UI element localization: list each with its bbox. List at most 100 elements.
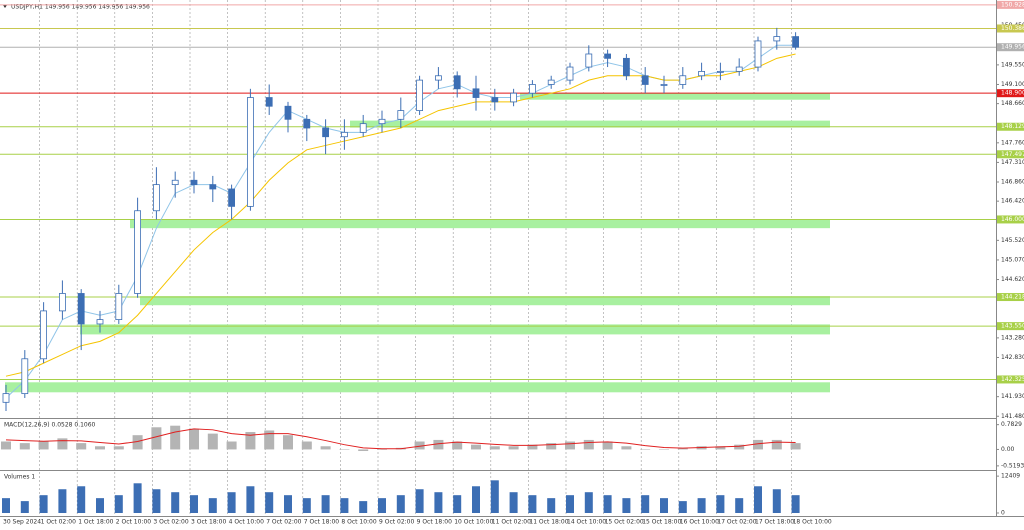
level-label-box [997,24,1024,33]
y-tick-label: 143.280 [1001,334,1024,341]
volume-bar [697,498,706,513]
macd-signal [5,428,796,450]
x-tick-label: 11 Oct 02:00 [492,519,531,526]
macd-bar [565,441,575,450]
macd-bar [1,441,11,450]
zone [130,219,830,229]
macd-bar [452,441,463,450]
zone [80,324,830,335]
x-tick-label: 11 Oct 18:00 [529,519,568,526]
candle-body [59,293,66,312]
macd-bar [659,449,669,450]
candle-body [359,123,367,133]
x-tick-label: 1 Oct 18:00 [78,519,113,526]
candle-body [792,36,799,48]
candle-body [529,84,536,94]
macd-bar [283,435,293,450]
candle-body [209,184,217,190]
volume-bar [434,492,443,513]
level-label: 150.386 [1001,25,1024,32]
y-tick-label: 141.480 [1001,413,1024,420]
x-tick-label: 1 Oct 02:00 [41,519,76,526]
volume-label: Volumes 1 [4,474,35,481]
candle-body [717,71,724,73]
zone [520,93,830,100]
title-arrow[interactable] [3,5,7,8]
candle-body [660,84,668,86]
candle-body [416,79,424,111]
macd-bar [245,432,256,450]
y-tick-label: -0.5193 [1001,462,1024,469]
macd-bar [19,443,30,450]
volume-bar [340,498,349,513]
volume-bar [39,495,48,513]
y-tick-label: 145.070 [1001,256,1024,263]
volume-bar [152,489,161,513]
candle-body [397,110,405,120]
candle-body [378,118,386,125]
x-tick-label: 4 Oct 10:00 [229,519,264,526]
volume-bar [490,480,499,513]
x-tick-label: 17 Oct 02:00 [717,519,756,526]
volume-bar [396,495,405,513]
macd-bar [170,425,181,450]
volume-bar [641,495,650,513]
level-label-box [997,0,1024,9]
macd-bar [602,441,613,450]
level-label-box [997,375,1024,384]
macd-bar [527,444,538,450]
y-tick-label: 145.520 [1001,237,1024,244]
volume-bar [735,498,744,513]
macd-bar [640,449,651,450]
candle-body [115,293,123,320]
volume-bar [227,492,236,513]
candle-body [190,179,198,186]
chart-title: USDJPY,H1 149.956 149.956 149.956 149.95… [11,4,150,11]
y-tick-label: 12409 [1001,473,1020,480]
volume-bar [415,489,424,513]
volume-bar [20,501,29,513]
candle-body [754,40,762,68]
candle-body [21,358,29,395]
macd-bar [414,441,425,450]
macd-bar [583,439,594,450]
volume-bar [547,498,556,513]
volume-bar [359,501,368,513]
volume-bar [678,501,687,513]
level-label: 149.956 [1001,44,1024,51]
x-tick-label: 7 Oct 02:00 [266,519,301,526]
candle-body [77,293,85,325]
level-label: 150.928 [1001,1,1024,8]
candle-body [40,310,47,360]
macd-bar [301,441,312,450]
macd-bar [95,446,105,450]
volume-bar [190,495,198,513]
macd-bar [57,438,68,450]
candle-body [453,75,461,90]
level-label-box [997,89,1024,98]
volume-bar [77,486,86,513]
candle-body [604,53,611,59]
level-label: 142.325 [1001,376,1024,383]
candle-body [623,57,630,77]
candle-body [547,79,555,85]
candle-body [566,66,574,81]
x-tick-label: 9 Oct 18:00 [417,519,452,526]
y-tick-label: 147.310 [1001,159,1024,166]
macd-bar [339,449,350,450]
y-tick-label: 149.100 [1001,81,1024,88]
volume-bar [2,498,10,513]
volume-bar [528,495,537,513]
volume-bar [378,498,386,513]
zone [140,296,830,306]
candle-body [134,210,142,294]
volume-bar [58,489,67,513]
volume-bar [302,498,311,513]
macd-bar [377,449,387,450]
candle-body [246,97,254,207]
macd-bar [76,443,87,450]
macd-bar [207,433,218,450]
x-tick-label: 18 Oct 10:00 [793,519,832,526]
candle-body [434,75,442,81]
candle-body [585,53,593,68]
